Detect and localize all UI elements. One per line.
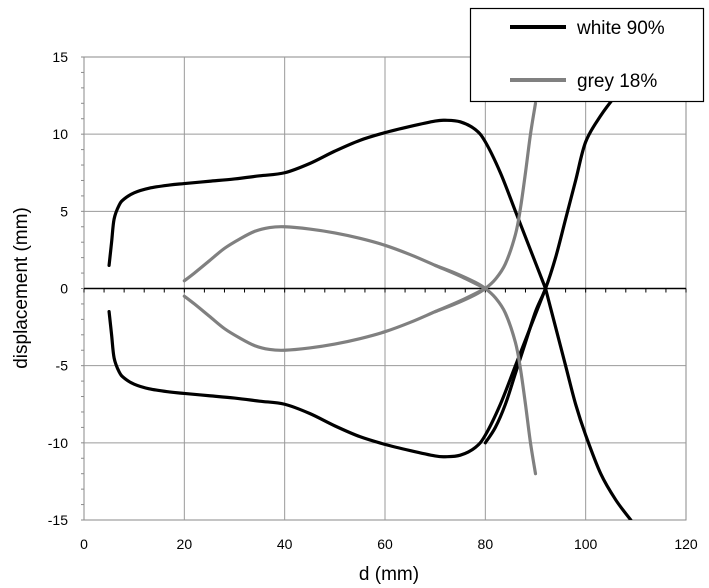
y-tick-labels: 15 10 5 0 -5 -10 -15 [48, 49, 68, 528]
legend: white 90% grey 18% [469, 7, 705, 103]
legend-label-grey: grey 18% [577, 71, 657, 92]
x-tick-label: 20 [177, 536, 193, 552]
x-tick-label: 40 [277, 536, 293, 552]
y-tick-label: -5 [56, 358, 69, 374]
series-line-grey-upper [182, 225, 487, 291]
series-lines [107, 70, 638, 520]
x-tick-label: 80 [478, 536, 494, 552]
x-tick-labels: 0 20 40 60 80 100 120 [80, 536, 698, 552]
x-tick-label: 100 [574, 536, 598, 552]
x-tick-label: 60 [377, 536, 393, 552]
y-tick-label: 5 [60, 203, 68, 219]
y-tick-label: 0 [60, 281, 68, 297]
series-line-grey-lower [182, 286, 487, 352]
legend-label-white: white 90% [576, 18, 665, 39]
series-line-white-lower [107, 286, 548, 459]
series-line-grey-falling [433, 263, 538, 476]
y-tick-label: 10 [52, 126, 68, 142]
series-line-white-upper [107, 118, 548, 291]
series-line-white-rising [483, 70, 638, 445]
series-line-white-falling [543, 286, 633, 520]
y-axis-title: displacement (mm) [11, 207, 32, 369]
series-line-grey-rising [433, 101, 538, 314]
x-tick-label: 120 [674, 536, 698, 552]
x-axis-title: d (mm) [359, 564, 419, 585]
y-tick-label: -15 [48, 512, 68, 528]
legend-box [469, 7, 705, 103]
y-tick-label: -10 [48, 435, 68, 451]
y-tick-label: 15 [52, 49, 68, 65]
x-tick-label: 0 [80, 536, 88, 552]
